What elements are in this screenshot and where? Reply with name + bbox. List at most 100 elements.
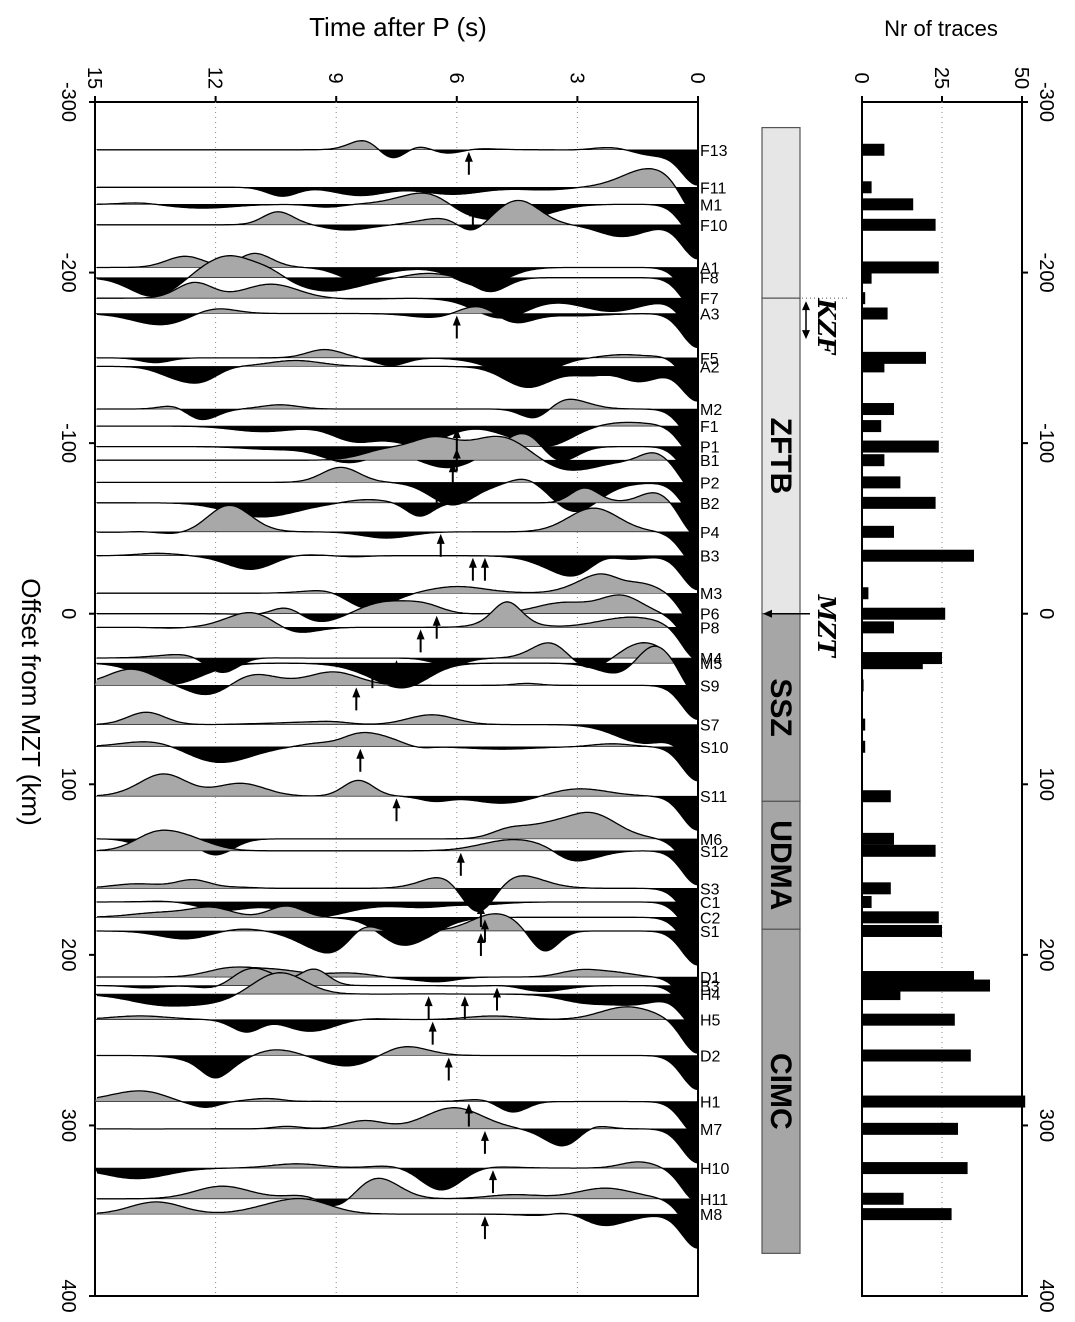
station-label: M8 [700,1207,722,1224]
trace-count-bar [862,1122,958,1135]
rf-positive-fill [95,1055,698,1090]
trace-count-bar [862,657,923,670]
offset-tick-label: -100 [57,423,79,463]
rf-waveform [96,711,699,763]
station-label: P6 [700,607,720,624]
trace-count-bar [862,895,872,908]
trace-count-bar [862,360,885,373]
rf-trace [95,1177,699,1234]
moho-arrow-head [416,629,425,640]
rf-positive-fill [95,1101,698,1136]
rf-negative-fill [95,282,698,299]
rf-negative-fill [95,488,698,503]
trace-count-bar [862,790,891,803]
station-label: F10 [700,218,728,235]
rf-positive-fill [95,930,698,965]
trace-count-bar [862,924,942,937]
rf-trace [95,905,699,952]
rf-negative-fill [95,1046,698,1056]
rf-negative-fill [95,1006,698,1020]
rf-negative-fill [95,875,698,889]
trace-count-bar [862,621,894,634]
rf-trace [95,466,699,518]
rf-waveform [97,487,699,538]
trace-count-bar [862,261,939,274]
station-label: S3 [700,881,720,898]
station-label: D2 [700,1048,721,1065]
rf-negative-fill [95,601,698,628]
station-label: M5 [700,656,722,673]
station-label: F5 [700,351,719,368]
rf-trace [95,731,699,782]
trace-count-bar [862,1208,952,1221]
rf-negative-fill [95,732,698,747]
mzt-label: MZT [812,594,841,659]
station-label: M1 [700,197,722,214]
moho-arrow-head [456,852,465,863]
station-label: B3 [700,549,720,566]
trace-count-bar [862,292,866,305]
trace-count-bar [862,844,936,857]
rf-negative-fill [95,1090,698,1102]
rf-trace [95,140,699,186]
station-label: S7 [700,718,720,735]
rf-negative-fill [95,436,698,461]
station-label: M4 [700,651,722,668]
rf-waveform [96,731,699,782]
kzf-label: KZF [812,297,841,355]
rf-positive-fill [95,555,698,590]
station-label: H11 [700,1192,728,1209]
moho-arrow-head [464,1103,473,1114]
rf-trace [95,192,699,239]
moho-arrow-head [476,932,485,943]
rf-negative-fill [95,253,698,268]
moho-arrow-head [464,151,473,162]
station-label: P1 [700,440,720,457]
station-label: M2 [700,402,722,419]
trace-count-bar [862,1013,955,1026]
kzf-arrow-head-up [802,301,810,311]
rf-trace [95,1090,699,1137]
rf-trace [95,168,699,218]
trace-count-bar [862,1162,968,1175]
rf-trace [95,594,699,649]
rf-trace [95,601,699,661]
station-label: S10 [700,740,729,757]
zone-block [761,613,801,802]
rf-trace [95,900,699,937]
rf-trace [95,1046,699,1091]
rf-waveform [97,966,699,1012]
rf-trace [95,913,699,966]
station-label: H4 [700,987,721,1004]
moho-arrow-head [480,1216,489,1227]
trace-count-bar [862,476,901,489]
rf-trace [95,421,699,461]
rf-trace [95,552,699,591]
time-axis-title: Time after P (s) [309,12,487,42]
rf-positive-fill [95,746,698,781]
station-label: H10 [700,1161,729,1178]
rf-trace [95,875,699,923]
count-offset-tick-label: -100 [1035,423,1057,463]
trace-count-bar [862,198,914,211]
station-label: F11 [700,180,726,197]
station-label: H1 [700,1095,721,1112]
trace-count-bar [862,911,939,924]
moho-arrow-head [356,748,365,759]
count-offset-tick-label: 200 [1035,938,1057,971]
rf-negative-fill [95,255,698,278]
moho-arrow-head [432,615,441,626]
offset-axis-title: Offset from MZT (km) [16,578,46,825]
moho-arrow-head [493,987,501,998]
trace-count-bar [862,607,946,620]
offset-tick-label: -200 [57,253,79,293]
rf-waveform [96,773,699,831]
trace-count-bar [862,496,936,509]
time-tick-label: 9 [324,72,346,83]
count-offset-tick-label: -300 [1035,82,1057,122]
station-label: S12 [700,844,729,861]
station-label: P4 [700,525,720,542]
trace-count-bar [862,832,894,845]
rf-negative-fill [95,1178,698,1199]
station-label: B1 [700,453,720,470]
